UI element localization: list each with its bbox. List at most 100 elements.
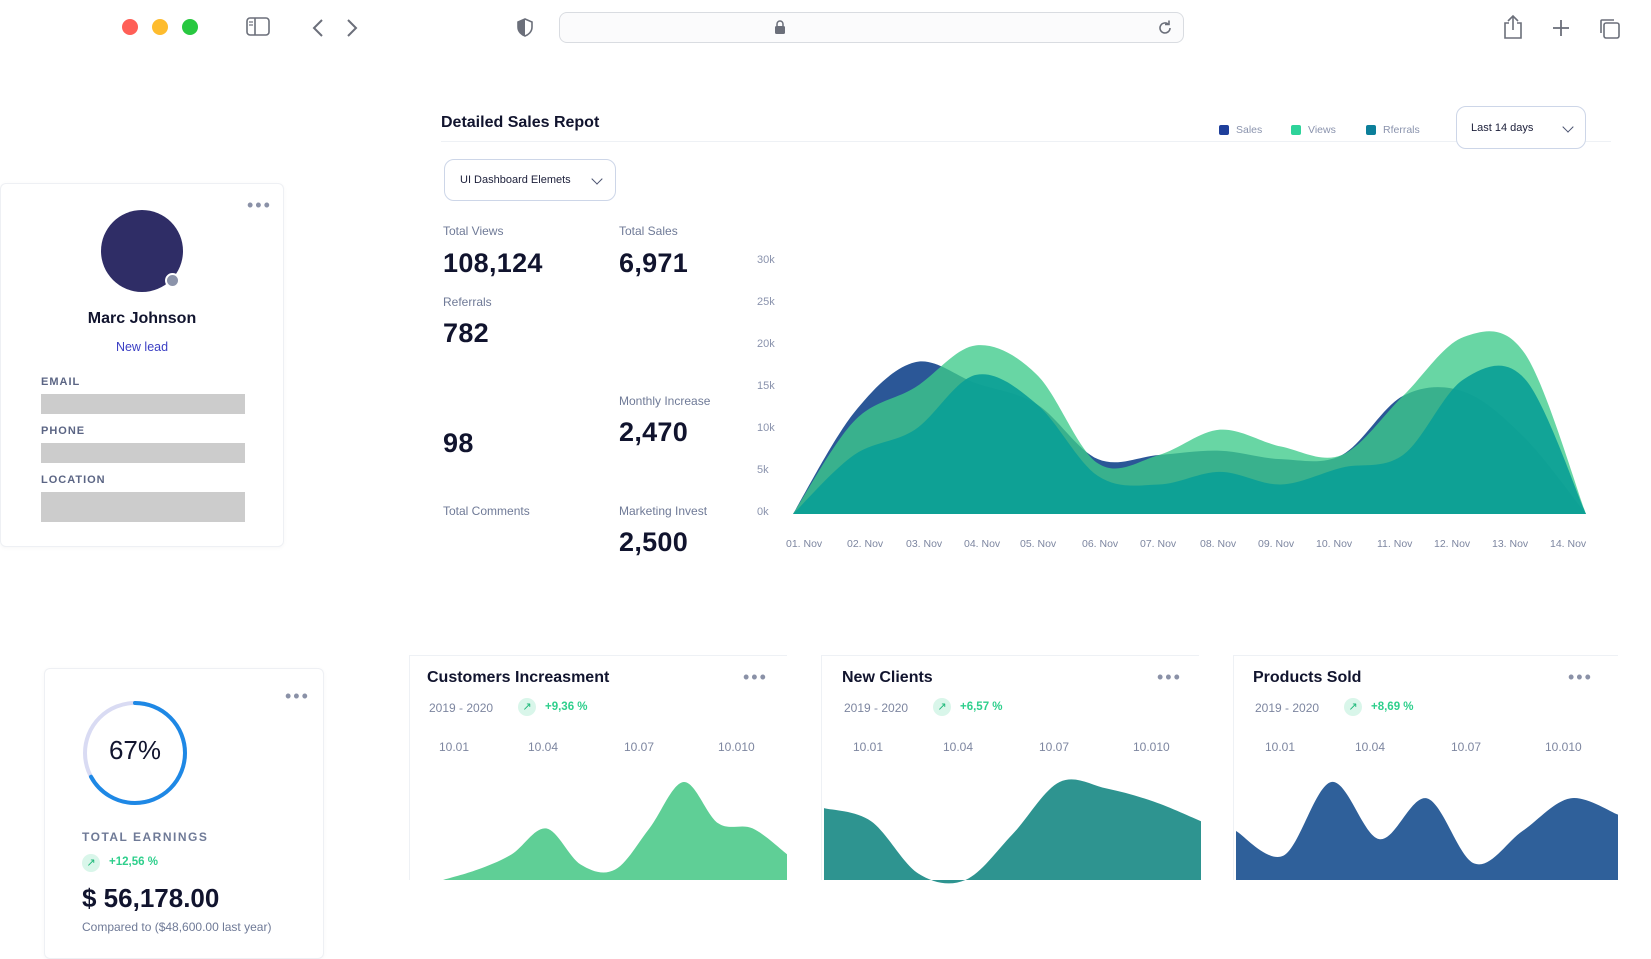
series-referrals-area <box>793 365 1586 514</box>
card-border <box>409 655 410 880</box>
x-tick-label: 10.04 <box>1355 740 1386 754</box>
period-select[interactable]: Last 14 days <box>1456 106 1586 149</box>
dashboard-select-value: UI Dashboard Elemets <box>460 174 571 186</box>
legend-label: Views <box>1308 124 1336 136</box>
legend-sales[interactable]: Sales <box>1219 119 1262 141</box>
more-options-icon[interactable]: ••• <box>1568 667 1593 687</box>
x-tick-label: 05. Nov <box>1020 538 1057 550</box>
share-icon[interactable] <box>1502 14 1524 40</box>
total-sales-value: 6,971 <box>619 248 689 278</box>
total-comments-value: 98 <box>443 428 474 458</box>
total-comments-label: Total Comments <box>443 504 530 518</box>
x-tick-label: 10.010 <box>1133 740 1170 754</box>
y-tick-label: 0k <box>757 506 769 518</box>
trend-up-icon: ↗ <box>1344 698 1362 716</box>
legend-views[interactable]: Views <box>1291 119 1336 141</box>
sidebar-icon[interactable] <box>246 17 270 37</box>
card-border <box>1233 655 1234 880</box>
trend-up-icon: ↗ <box>933 698 951 716</box>
earnings-amount: $ 56,178.00 <box>82 883 220 913</box>
back-icon[interactable] <box>311 18 325 38</box>
lock-icon <box>775 20 785 34</box>
phone-label: PHONE <box>41 425 86 437</box>
x-tick-label: 10.04 <box>528 740 559 754</box>
more-options-icon[interactable]: ••• <box>1157 667 1182 687</box>
total-views-label: Total Views <box>443 224 504 238</box>
address-bar[interactable] <box>559 12 1184 43</box>
legend-referrals[interactable]: Rferrals <box>1366 119 1420 141</box>
card-change: +8,69 % <box>1371 701 1414 713</box>
more-options-icon[interactable]: ••• <box>743 667 768 687</box>
total-views-value: 108,124 <box>443 248 543 278</box>
customers-area <box>443 781 787 880</box>
trend-up-icon: ↗ <box>82 854 100 872</box>
y-tick-label: 5k <box>757 464 769 476</box>
report-title: Detailed Sales Repot <box>441 114 600 131</box>
card-border <box>409 655 787 656</box>
x-tick-label: 12. Nov <box>1434 538 1471 550</box>
x-tick-label: 10.010 <box>718 740 755 754</box>
card-change: +9,36 % <box>545 701 588 713</box>
x-tick-label: 08. Nov <box>1200 538 1237 550</box>
card-title: New Clients <box>842 669 933 686</box>
more-options-icon[interactable]: ••• <box>285 686 310 706</box>
card-border <box>821 655 822 880</box>
reload-icon[interactable] <box>1156 19 1174 37</box>
referrals-value: 782 <box>443 318 489 348</box>
total-sales-label: Total Sales <box>619 224 678 238</box>
profile-card: ••• Marc Johnson New lead EMAIL PHONE LO… <box>0 183 284 547</box>
privacy-shield-icon[interactable] <box>516 18 534 38</box>
x-tick-label: 10.07 <box>624 740 655 754</box>
card-title: Customers Increasment <box>427 669 610 686</box>
more-options-icon[interactable]: ••• <box>247 195 272 215</box>
forward-icon[interactable] <box>345 18 359 38</box>
location-label: LOCATION <box>41 474 106 486</box>
legend-swatch <box>1291 125 1301 135</box>
x-tick-label: 14. Nov <box>1550 538 1587 550</box>
card-date-range: 2019 - 2020 <box>844 701 909 715</box>
x-tick-label: 10.07 <box>1451 740 1482 754</box>
x-tick-label: 03. Nov <box>906 538 943 550</box>
earnings-percent: 67% <box>108 735 162 765</box>
x-tick-label: 10.07 <box>1039 740 1070 754</box>
legend-swatch <box>1366 125 1376 135</box>
email-field <box>41 394 245 414</box>
minimize-dot[interactable] <box>152 19 168 35</box>
new-tab-icon[interactable] <box>1551 18 1571 38</box>
profile-name: Marc Johnson <box>87 310 197 327</box>
y-tick-label: 25k <box>757 296 775 308</box>
tabs-overview-icon[interactable] <box>1598 17 1622 41</box>
x-tick-label: 10. Nov <box>1316 538 1353 550</box>
earnings-change: +12,56 % <box>109 856 158 868</box>
zoom-dot[interactable] <box>182 19 198 35</box>
legend-swatch <box>1219 125 1229 135</box>
period-select-value: Last 14 days <box>1471 121 1534 134</box>
earnings-progress-ring <box>83 701 187 805</box>
x-tick-label: 01. Nov <box>786 538 823 550</box>
x-tick-label: 04. Nov <box>964 538 1001 550</box>
trend-up-icon: ↗ <box>518 698 536 716</box>
card-date-range: 2019 - 2020 <box>429 701 494 715</box>
referrals-label: Referrals <box>443 295 492 309</box>
card-border <box>1233 655 1618 656</box>
y-tick-label: 10k <box>757 422 775 434</box>
x-tick-label: 10.04 <box>943 740 974 754</box>
legend-label: Sales <box>1236 124 1263 136</box>
x-tick-label: 09. Nov <box>1258 538 1295 550</box>
monthly-increase-label: Monthly Increase <box>619 394 711 408</box>
x-tick-label: 07. Nov <box>1140 538 1177 550</box>
card-date-range: 2019 - 2020 <box>1255 701 1320 715</box>
x-tick-label: 06. Nov <box>1082 538 1119 550</box>
earnings-label: TOTAL EARNINGS <box>82 830 209 844</box>
x-tick-label: 10.010 <box>1545 740 1582 754</box>
marketing-invest-label: Marketing Invest <box>619 504 708 518</box>
x-tick-label: 10.01 <box>439 740 470 754</box>
close-dot[interactable] <box>122 19 138 35</box>
x-tick-label: 13. Nov <box>1492 538 1529 550</box>
x-tick-label: 10.01 <box>1265 740 1296 754</box>
progress-ring-fill <box>83 701 187 805</box>
x-tick-label: 10.01 <box>853 740 884 754</box>
legend-label: Rferrals <box>1383 124 1420 136</box>
phone-field <box>41 443 245 463</box>
dashboard-select[interactable]: UI Dashboard Elemets <box>444 159 616 201</box>
